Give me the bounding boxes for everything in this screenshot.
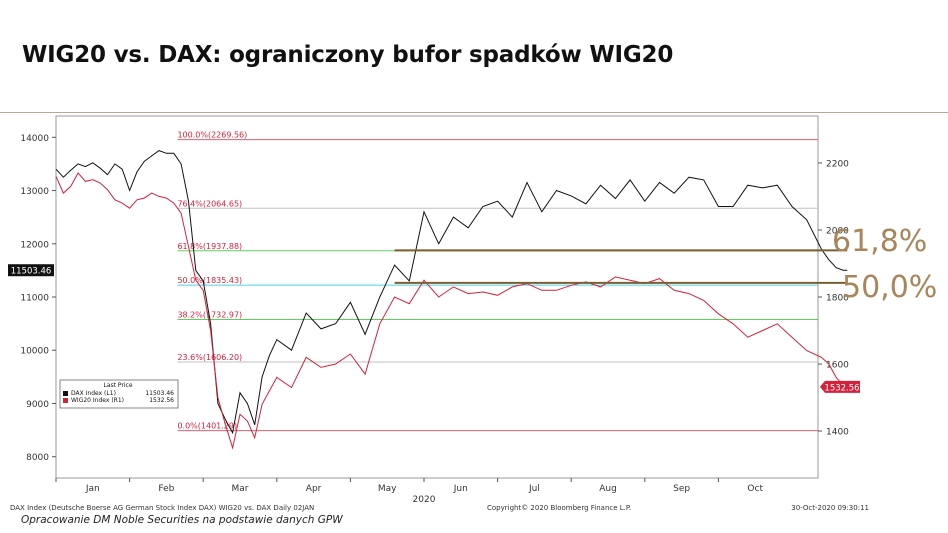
dax-series-line	[55, 150, 848, 435]
x-year-label: 2020	[413, 495, 436, 505]
y-left-tick-label: 12000	[20, 240, 49, 250]
legend-box	[59, 379, 179, 409]
y-right-tick-label: 2000	[826, 226, 849, 236]
wig20-last-price-tag-bg	[820, 380, 860, 393]
legend-item-value: 11503.46	[145, 390, 174, 397]
fib-level-label: 38.2%(1732.97)	[177, 310, 242, 319]
line-chart: 14000 13000 12000 11000 10000 9000 8000 2200 200…	[8, 115, 869, 512]
page-title: WIG20 vs. DAX: ograniczony bufor spadków…	[22, 42, 674, 68]
fib-level-label: 76.4%(2064.65)	[177, 199, 242, 208]
fib-level-label: 61.8%(1937.88)	[177, 242, 242, 251]
x-tick-label: Jun	[453, 484, 468, 494]
legend-item-value: 1532.56	[149, 397, 174, 404]
y-left-tick-label: 11000	[20, 294, 49, 304]
title-divider	[0, 112, 948, 113]
y-right-tick-label: 1800	[826, 294, 849, 304]
fib-618-annotation: 61,8%	[832, 224, 928, 259]
y-right-tick-label: 2200	[826, 159, 849, 169]
fib-level-label: 50.0%(1835.43)	[177, 276, 242, 285]
source-note: Opracowanie DM Noble Securities na podst…	[21, 514, 343, 526]
x-tick-label: Sep	[673, 484, 690, 494]
x-tick-label: Jul	[528, 484, 540, 494]
legend-swatch	[63, 398, 68, 403]
y-left-tick-label: 14000	[20, 134, 49, 144]
wig20-last-price-tag: 1532.56	[824, 383, 859, 393]
x-tick-label: Aug	[599, 484, 617, 494]
wig20-series-line	[55, 172, 848, 450]
y-left-tick-label: 10000	[20, 347, 49, 357]
chart-footer-left: DAX Index (Deutsche Boerse AG German Sto…	[10, 504, 314, 512]
y-right-tick-label: 1400	[826, 428, 849, 438]
y-left-tick-label: 9000	[26, 400, 49, 410]
fib-level-label: 23.6%(1606.20)	[177, 353, 242, 362]
x-tick-label: Apr	[306, 484, 322, 494]
x-tick-label: Feb	[158, 484, 174, 494]
x-tick-label: Mar	[232, 484, 249, 494]
legend-item-name: DAX Index (L1)	[71, 390, 116, 397]
y-right-tick-label: 1600	[826, 361, 849, 371]
legend-swatch	[63, 391, 68, 396]
fib-level-label: 0.0%(1401.29)	[177, 422, 237, 431]
legend-item-name: WIG20 Index (R1)	[71, 397, 124, 404]
plot-frame	[55, 115, 819, 479]
dax-last-price-tag-bg	[8, 264, 54, 277]
legend-header: Last Price	[103, 382, 132, 389]
y-left-tick-label: 8000	[26, 453, 49, 463]
dax-last-price-tag: 11503.46	[11, 267, 52, 277]
x-tick-label: Oct	[747, 484, 763, 494]
y-left-tick-label: 13000	[20, 187, 49, 197]
chart-footer-timestamp: 30-Oct-2020 09:30:11	[791, 504, 869, 512]
x-tick-label: Jan	[85, 484, 100, 494]
fib-500-annotation: 50,0%	[842, 270, 938, 305]
chart-footer-copyright: Copyright© 2020 Bloomberg Finance L.P.	[487, 504, 631, 512]
x-tick-label: May	[378, 484, 397, 494]
fib-level-label: 100.0%(2269.56)	[177, 131, 247, 140]
